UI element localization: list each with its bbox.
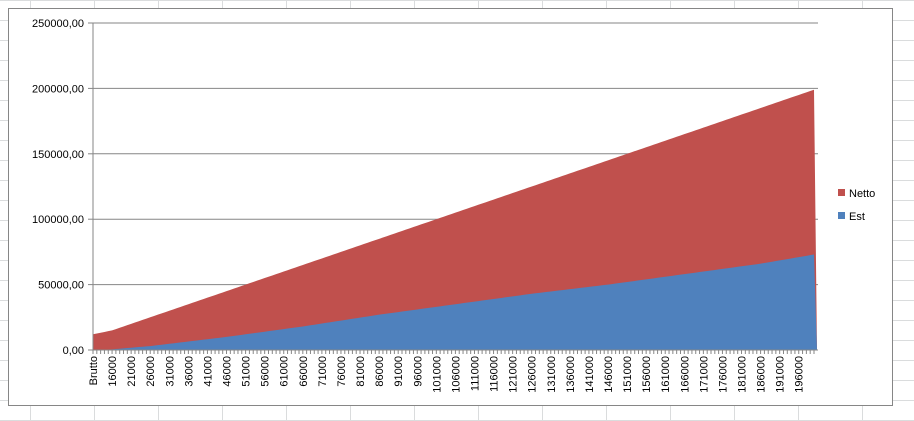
x-tick-label: 76000 xyxy=(336,356,348,387)
x-axis-ticks: Brutto 16000 21000 26000 31000 36000 41000 4600… xyxy=(88,356,806,393)
x-tick-label: 31000 xyxy=(164,356,176,387)
series-area-est xyxy=(93,254,817,350)
x-tick-label: Brutto xyxy=(88,356,100,385)
y-tick-label: 150000,00 xyxy=(32,149,84,161)
y-axis-ticks: 0,00 50000,00 100000,00 150000,00 200000,00 2… xyxy=(32,18,84,357)
x-tick-label: 196000 xyxy=(794,356,806,393)
x-tick-label: 136000 xyxy=(565,356,577,393)
x-tick-label: 16000 xyxy=(107,356,119,387)
legend-label-est: Est xyxy=(849,211,865,223)
x-tick-label: 101000 xyxy=(431,356,443,393)
legend[interactable]: Netto Est xyxy=(838,188,875,223)
y-tick-label: 50000,00 xyxy=(38,280,84,292)
plot-area xyxy=(93,89,817,350)
x-tick-label: 191000 xyxy=(775,356,787,393)
x-tick-label: 181000 xyxy=(737,356,749,393)
axes xyxy=(88,22,818,354)
x-tick-label: 126000 xyxy=(527,356,539,393)
x-tick-label: 111000 xyxy=(469,356,481,391)
x-tick-label: 176000 xyxy=(717,356,729,393)
x-tick-label: 96000 xyxy=(412,356,424,387)
y-tick-label: 100000,00 xyxy=(32,214,84,226)
legend-swatch-netto xyxy=(838,189,845,196)
x-tick-label: 156000 xyxy=(641,356,653,393)
x-tick-label: 56000 xyxy=(260,356,272,387)
x-tick-label: 81000 xyxy=(355,356,367,387)
x-tick-label: 46000 xyxy=(222,356,234,387)
x-tick-label: 36000 xyxy=(183,356,195,387)
x-tick-label: 131000 xyxy=(546,356,558,393)
legend-swatch-est xyxy=(838,212,845,219)
y-tick-label: 250000,00 xyxy=(32,18,84,30)
legend-label-netto: Netto xyxy=(849,188,875,200)
x-tick-label: 146000 xyxy=(603,356,615,393)
x-tick-label: 26000 xyxy=(145,356,157,387)
x-tick-label: 71000 xyxy=(317,356,329,387)
x-tick-label: 51000 xyxy=(241,356,253,387)
x-tick-label: 171000 xyxy=(698,356,710,393)
x-tick-label: 106000 xyxy=(450,356,462,393)
y-tick-label: 200000,00 xyxy=(32,83,84,95)
x-tick-label: 41000 xyxy=(202,356,214,387)
x-tick-label: 151000 xyxy=(622,356,634,393)
x-tick-label: 61000 xyxy=(279,356,291,387)
x-tick-label: 66000 xyxy=(298,356,310,387)
x-tick-label: 116000 xyxy=(489,356,501,392)
x-tick-label: 121000 xyxy=(508,356,520,393)
x-tick-label: 86000 xyxy=(374,356,386,387)
x-tick-label: 166000 xyxy=(679,356,691,393)
x-tick-label: 91000 xyxy=(393,356,405,387)
x-tick-label: 186000 xyxy=(756,356,768,393)
y-tick-label: 0,00 xyxy=(63,345,84,357)
x-tick-label: 161000 xyxy=(660,356,672,393)
x-tick-label: 141000 xyxy=(584,356,596,393)
x-tick-label: 21000 xyxy=(126,356,138,387)
